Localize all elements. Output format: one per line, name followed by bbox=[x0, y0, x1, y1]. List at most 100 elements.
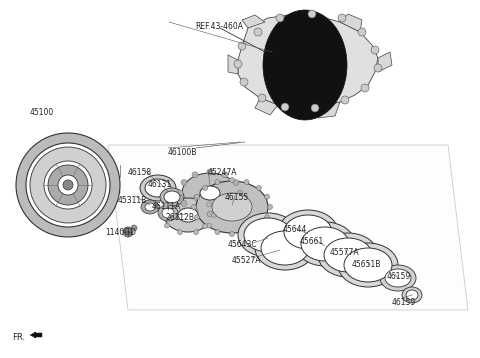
Text: 46155: 46155 bbox=[225, 193, 249, 202]
Ellipse shape bbox=[182, 173, 238, 213]
Ellipse shape bbox=[255, 226, 315, 270]
Polygon shape bbox=[242, 15, 265, 28]
Text: 45661: 45661 bbox=[300, 237, 324, 246]
Ellipse shape bbox=[207, 211, 213, 217]
Ellipse shape bbox=[200, 186, 220, 200]
Ellipse shape bbox=[254, 28, 262, 36]
Ellipse shape bbox=[196, 181, 268, 233]
Ellipse shape bbox=[215, 229, 220, 234]
Ellipse shape bbox=[256, 185, 262, 190]
Ellipse shape bbox=[145, 203, 155, 211]
Ellipse shape bbox=[164, 191, 180, 203]
Ellipse shape bbox=[193, 195, 199, 200]
Ellipse shape bbox=[301, 227, 349, 261]
Ellipse shape bbox=[374, 64, 382, 72]
Ellipse shape bbox=[48, 165, 88, 205]
Ellipse shape bbox=[194, 215, 199, 220]
Ellipse shape bbox=[295, 222, 355, 266]
Ellipse shape bbox=[358, 28, 366, 36]
Polygon shape bbox=[318, 102, 340, 118]
Ellipse shape bbox=[318, 233, 378, 277]
Ellipse shape bbox=[344, 248, 392, 282]
Ellipse shape bbox=[58, 175, 78, 195]
Ellipse shape bbox=[162, 208, 174, 218]
Text: 46158: 46158 bbox=[128, 168, 152, 177]
Ellipse shape bbox=[238, 42, 246, 50]
Text: 1140GD: 1140GD bbox=[105, 228, 136, 237]
Polygon shape bbox=[30, 332, 42, 338]
Ellipse shape bbox=[338, 14, 346, 22]
Ellipse shape bbox=[206, 223, 212, 228]
Ellipse shape bbox=[281, 103, 289, 111]
Ellipse shape bbox=[237, 190, 243, 196]
Ellipse shape bbox=[145, 179, 171, 197]
Ellipse shape bbox=[177, 190, 183, 196]
Ellipse shape bbox=[311, 104, 319, 112]
Ellipse shape bbox=[215, 180, 220, 185]
Ellipse shape bbox=[140, 175, 176, 201]
Ellipse shape bbox=[361, 84, 369, 92]
Text: 46131: 46131 bbox=[148, 180, 172, 189]
Ellipse shape bbox=[206, 202, 212, 207]
Ellipse shape bbox=[178, 229, 182, 234]
Ellipse shape bbox=[256, 224, 262, 229]
Ellipse shape bbox=[212, 193, 252, 221]
Ellipse shape bbox=[131, 225, 137, 231]
Ellipse shape bbox=[229, 178, 235, 183]
Ellipse shape bbox=[263, 10, 347, 120]
Ellipse shape bbox=[385, 269, 411, 287]
Ellipse shape bbox=[164, 198, 212, 232]
Text: 45247A: 45247A bbox=[208, 168, 238, 177]
Ellipse shape bbox=[240, 78, 248, 86]
Ellipse shape bbox=[159, 213, 165, 218]
Polygon shape bbox=[238, 14, 378, 108]
Ellipse shape bbox=[402, 287, 422, 303]
Ellipse shape bbox=[278, 210, 338, 254]
Ellipse shape bbox=[258, 94, 266, 102]
Ellipse shape bbox=[193, 229, 199, 234]
Ellipse shape bbox=[308, 10, 316, 18]
Polygon shape bbox=[108, 145, 468, 310]
Ellipse shape bbox=[165, 202, 169, 207]
Ellipse shape bbox=[220, 198, 244, 216]
Ellipse shape bbox=[192, 204, 196, 209]
Ellipse shape bbox=[233, 200, 239, 207]
Ellipse shape bbox=[165, 223, 169, 228]
Text: 45100: 45100 bbox=[30, 108, 54, 117]
Ellipse shape bbox=[203, 224, 208, 229]
Ellipse shape bbox=[338, 243, 398, 287]
Text: 45577A: 45577A bbox=[330, 248, 360, 257]
Ellipse shape bbox=[371, 46, 379, 54]
Text: REF.43-460A: REF.43-460A bbox=[195, 22, 243, 31]
Ellipse shape bbox=[264, 194, 270, 199]
Ellipse shape bbox=[44, 161, 92, 209]
Ellipse shape bbox=[16, 133, 120, 237]
Ellipse shape bbox=[284, 215, 332, 249]
Text: 45527A: 45527A bbox=[232, 256, 262, 265]
Ellipse shape bbox=[63, 180, 73, 190]
Text: 45644: 45644 bbox=[283, 225, 307, 234]
Ellipse shape bbox=[194, 194, 199, 199]
Polygon shape bbox=[255, 98, 278, 115]
Ellipse shape bbox=[264, 215, 270, 220]
Ellipse shape bbox=[261, 231, 309, 265]
Ellipse shape bbox=[341, 96, 349, 104]
Ellipse shape bbox=[244, 218, 292, 252]
Ellipse shape bbox=[192, 208, 198, 214]
Ellipse shape bbox=[181, 179, 187, 185]
Polygon shape bbox=[378, 52, 392, 72]
Ellipse shape bbox=[380, 265, 416, 291]
Ellipse shape bbox=[212, 213, 216, 218]
Text: 46159: 46159 bbox=[392, 298, 416, 307]
Ellipse shape bbox=[238, 213, 298, 257]
Ellipse shape bbox=[178, 195, 182, 200]
Ellipse shape bbox=[229, 232, 235, 237]
Text: 45643C: 45643C bbox=[228, 240, 258, 249]
Ellipse shape bbox=[244, 180, 249, 185]
Text: 45651B: 45651B bbox=[352, 260, 382, 269]
Ellipse shape bbox=[30, 147, 106, 223]
Ellipse shape bbox=[158, 205, 178, 221]
Text: 46100B: 46100B bbox=[168, 148, 197, 157]
Ellipse shape bbox=[192, 172, 198, 178]
Ellipse shape bbox=[233, 179, 239, 185]
